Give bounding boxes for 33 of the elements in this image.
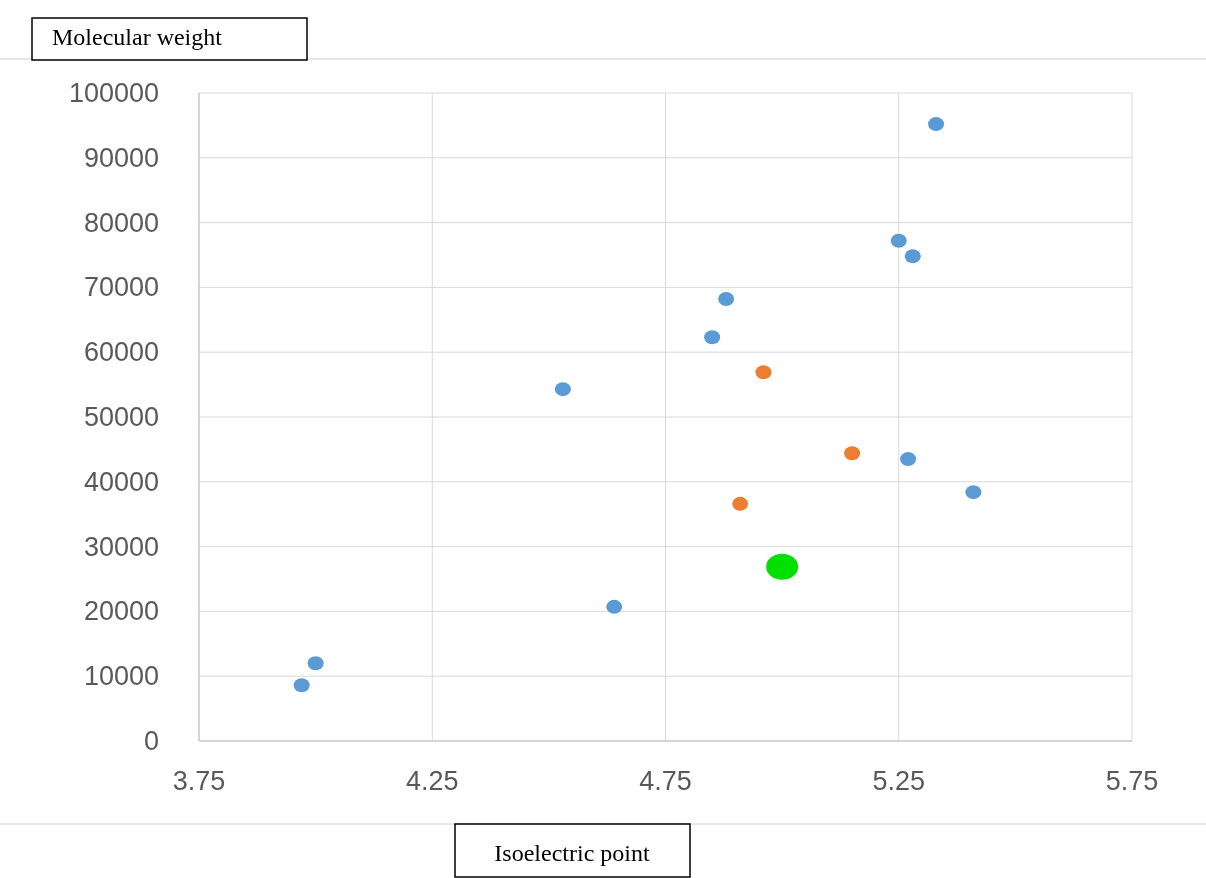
y-tick-label: 30000 bbox=[83, 531, 159, 562]
x-tick-label: 3.75 bbox=[172, 766, 226, 796]
y-tick-label: 100000 bbox=[68, 78, 159, 108]
x-axis-title: Isoelectric point bbox=[494, 840, 650, 866]
y-tick-label: 40000 bbox=[83, 466, 159, 497]
y-tick-label: 60000 bbox=[83, 337, 159, 368]
x-tick-label: 5.75 bbox=[1105, 766, 1159, 796]
x-tick-label: 4.75 bbox=[639, 766, 692, 796]
y-tick-label: 70000 bbox=[83, 272, 159, 303]
y-tick-label: 50000 bbox=[83, 402, 159, 432]
point bbox=[890, 233, 907, 248]
y-tick-label: 0 bbox=[143, 726, 159, 756]
y-tick-label: 10000 bbox=[83, 661, 159, 692]
x-tick-label: 5.25 bbox=[872, 766, 926, 796]
point bbox=[900, 452, 917, 467]
y-tick-label: 20000 bbox=[83, 596, 159, 627]
point bbox=[606, 599, 623, 614]
x-tick-label: 4.25 bbox=[405, 766, 459, 796]
point bbox=[732, 496, 749, 511]
point bbox=[704, 330, 721, 345]
point bbox=[307, 656, 324, 671]
point bbox=[766, 553, 799, 580]
point bbox=[293, 678, 310, 693]
point bbox=[755, 365, 772, 380]
point bbox=[844, 446, 861, 461]
point bbox=[965, 485, 982, 500]
point bbox=[718, 292, 735, 307]
point bbox=[554, 382, 571, 397]
point bbox=[904, 249, 921, 264]
y-axis-title: Molecular weight bbox=[52, 24, 223, 50]
y-tick-label: 80000 bbox=[83, 207, 159, 238]
y-tick-label: 90000 bbox=[83, 142, 159, 173]
point bbox=[928, 117, 945, 132]
